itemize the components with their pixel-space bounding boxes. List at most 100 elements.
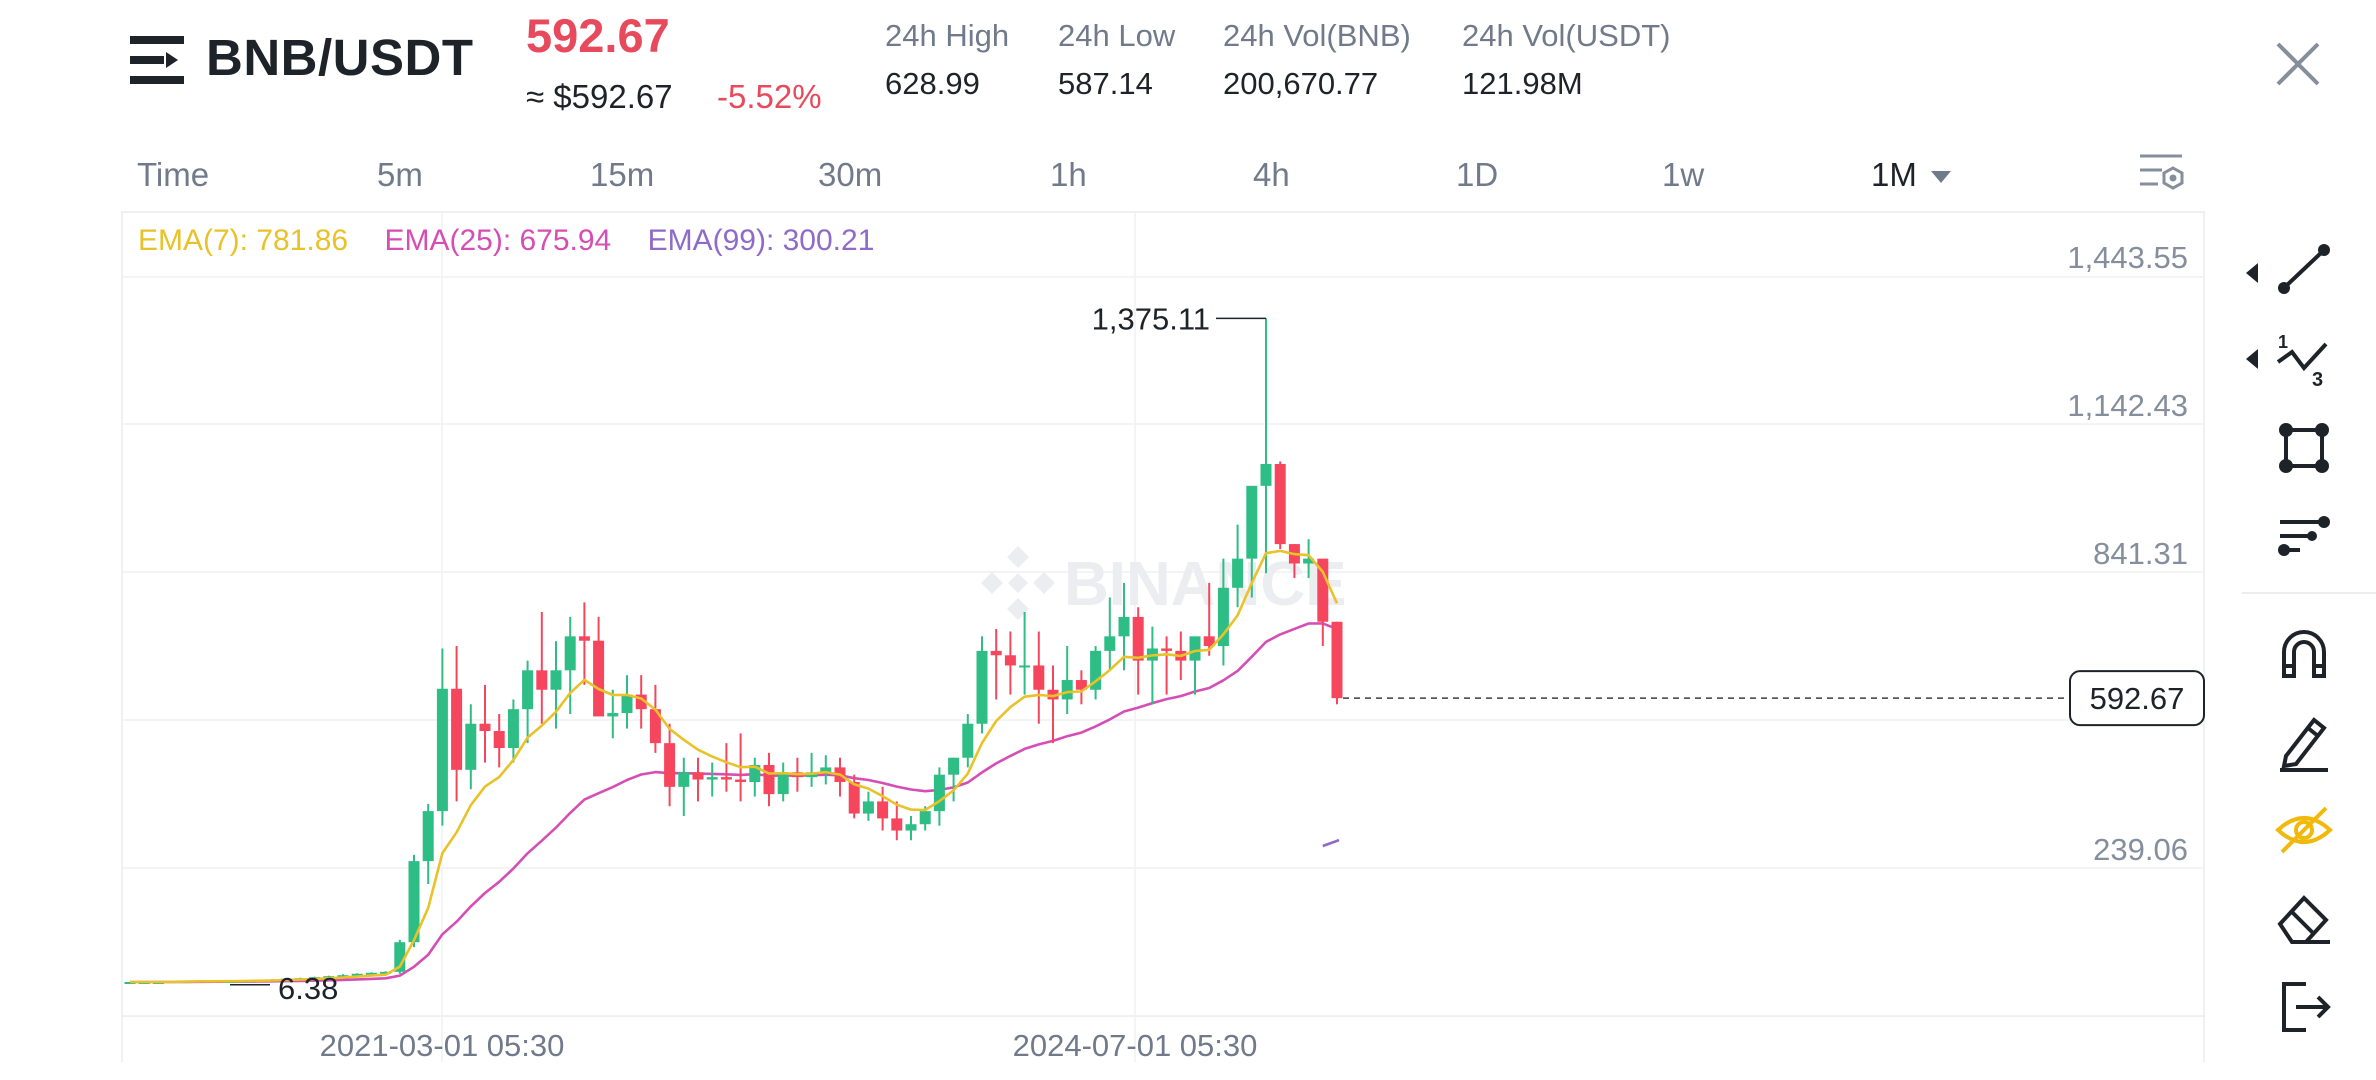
legend-ema7: EMA(7): 781.86 (138, 224, 349, 257)
watermark-diamond (981, 572, 1003, 594)
candle-body (550, 670, 562, 690)
candle (1033, 631, 1045, 724)
candle-body (678, 772, 690, 787)
interval-1w[interactable]: 1w (1662, 156, 1705, 193)
candle-body (394, 942, 406, 972)
candle (763, 752, 775, 807)
candle (408, 854, 420, 948)
candle-body (635, 694, 647, 710)
candle (720, 743, 732, 792)
y-axis-tick-label: 1,142.43 (2067, 388, 2188, 423)
stat-24h-high-label: 24h High (885, 18, 1010, 53)
interval-1m-label: 1M (1871, 156, 1917, 193)
last-price: 592.67 (526, 9, 670, 62)
interval-15m[interactable]: 15m (590, 156, 655, 193)
candle (536, 612, 548, 724)
interval-1h[interactable]: 1h (1050, 156, 1087, 193)
stat-24h-high-value: 628.99 (885, 66, 980, 101)
interval-4h[interactable]: 4h (1253, 156, 1290, 193)
candle (635, 675, 647, 729)
candle (1246, 485, 1258, 598)
stat-24h-low-label: 24h Low (1058, 18, 1176, 53)
candle (664, 723, 676, 807)
candle-body (1118, 616, 1130, 637)
candle (436, 648, 448, 826)
candle (1047, 665, 1059, 744)
candle (550, 641, 562, 729)
candle (593, 616, 605, 717)
interval-1d[interactable]: 1D (1456, 156, 1499, 193)
candle (1019, 612, 1031, 695)
candle-body (465, 723, 477, 770)
watermark-diamond (1033, 572, 1055, 594)
candle (1274, 461, 1286, 549)
menu-icon[interactable] (130, 34, 184, 86)
line-tool-icon[interactable] (2272, 238, 2336, 302)
eraser-icon[interactable] (2272, 886, 2336, 950)
candle-body (351, 973, 363, 976)
candle-body (877, 801, 889, 819)
chart-settings-icon[interactable] (2136, 150, 2186, 196)
candle-body (1132, 616, 1144, 661)
candle-body (763, 764, 775, 795)
candle-body (1274, 463, 1286, 545)
caret-down-icon (1930, 171, 1951, 184)
candle-body (1232, 558, 1244, 588)
candle (564, 616, 576, 715)
watermark-diamond (1007, 598, 1029, 620)
candle-body (1331, 621, 1343, 699)
stat-24h-low-value: 587.14 (1058, 66, 1153, 101)
candle (1161, 636, 1173, 695)
candle-body (1047, 689, 1059, 700)
candle (493, 714, 505, 768)
candle-body (479, 723, 491, 732)
interval-time[interactable]: Time (137, 156, 210, 193)
interval-5m[interactable]: 5m (377, 156, 423, 193)
candle (948, 757, 960, 802)
candle (607, 689, 619, 739)
candle (777, 762, 789, 802)
candle-body (365, 972, 377, 975)
ema25-path (130, 622, 1338, 984)
legend-ema25: EMA(25): 675.94 (384, 224, 612, 257)
candle-body (436, 688, 448, 812)
candle (990, 629, 1002, 700)
parallel-lines-tool-icon[interactable] (2272, 504, 2336, 568)
candle-body (692, 772, 704, 780)
candle-body (720, 777, 732, 780)
candle (976, 636, 988, 734)
candle-body (948, 757, 960, 775)
y-axis-tick-label: 841.31 (2093, 536, 2188, 571)
candle (678, 757, 690, 816)
candle-body (1161, 648, 1173, 651)
pencil-icon[interactable] (2272, 710, 2336, 774)
x-axis-tick-label: 2024-07-01 05:30 (1013, 1028, 1258, 1063)
expand-left-icon[interactable] (2244, 261, 2260, 285)
candle (422, 803, 434, 884)
candle-body (1075, 680, 1087, 690)
candle-body (507, 709, 519, 748)
candle-body (564, 636, 576, 671)
candle (1146, 626, 1158, 705)
svg-text:3: 3 (2312, 369, 2323, 391)
exit-icon[interactable] (2272, 974, 2336, 1038)
interval-30m[interactable]: 30m (818, 156, 883, 193)
interval-1m-selector[interactable]: 1M (1871, 156, 1951, 194)
x-axis-tick-label: 2021-03-01 05:30 (320, 1028, 565, 1063)
ema99-line (1322, 838, 1340, 848)
candle-body (1217, 587, 1229, 647)
expand-left-icon[interactable] (2244, 347, 2260, 371)
shape-tool-icon[interactable] (2272, 416, 2336, 480)
candle-body (408, 861, 420, 943)
pair-title[interactable]: BNB/USDT (206, 29, 474, 86)
stat-24h-vol-base-label: 24h Vol(BNB) (1223, 18, 1411, 53)
close-icon[interactable] (2270, 36, 2326, 92)
stat-24h-vol-quote-label: 24h Vol(USDT) (1462, 18, 1671, 53)
magnet-icon[interactable] (2272, 622, 2336, 686)
chart-grid (121, 211, 2205, 1062)
chart-frame (121, 211, 2205, 1017)
eye-hidden-icon[interactable] (2272, 798, 2336, 862)
candle-body (976, 650, 988, 724)
